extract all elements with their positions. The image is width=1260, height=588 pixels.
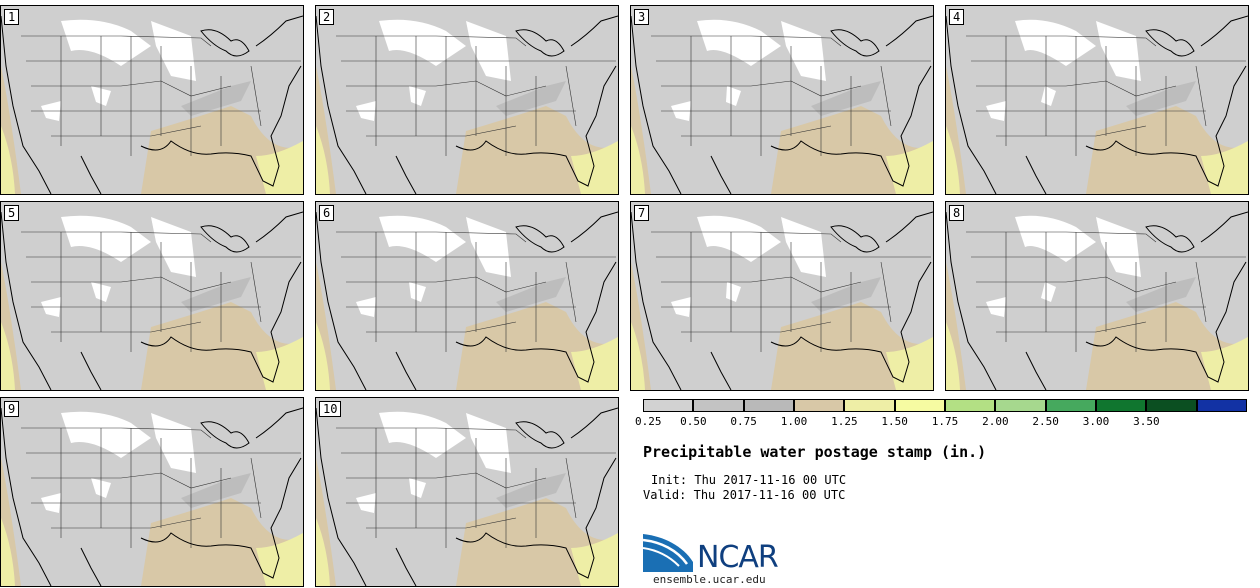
colorbar-segment (743, 399, 794, 412)
panel-number: 3 (634, 9, 650, 25)
panel-number: 1 (4, 9, 20, 25)
colorbar (643, 399, 1247, 412)
colorbar-tick-label: 2.00 (982, 415, 1009, 428)
map-panel-2: 2 (315, 5, 619, 195)
colorbar-tick-label: 1.25 (831, 415, 858, 428)
colorbar-segment (693, 399, 744, 412)
colorbar-segment (794, 399, 845, 412)
logo-url: ensemble.ucar.edu (653, 573, 766, 586)
precipitable-water-map (1, 6, 303, 194)
colorbar-segment (1196, 399, 1247, 412)
precipitable-water-map (631, 202, 933, 390)
colorbar-segment (945, 399, 996, 412)
panel-number: 10 (319, 401, 342, 417)
colorbar-segment (1045, 399, 1096, 412)
panel-number: 7 (634, 205, 650, 221)
panel-number: 2 (319, 9, 335, 25)
valid-label: Valid: (643, 488, 687, 502)
valid-value: Thu 2017-11-16 00 UTC (693, 488, 846, 502)
map-panel-4: 4 (945, 5, 1249, 195)
precipitable-water-map (316, 398, 618, 586)
ncar-logo-icon (643, 534, 693, 572)
init-label: Init: (651, 473, 688, 487)
init-line: Init: Thu 2017-11-16 00 UTC (651, 473, 846, 487)
panel-number: 5 (4, 205, 20, 221)
ncar-logo-text: NCAR (697, 540, 779, 575)
colorbar-segment (894, 399, 945, 412)
map-panel-3: 3 (630, 5, 934, 195)
colorbar-tick-label: 1.50 (881, 415, 908, 428)
colorbar-tick-label: 0.50 (680, 415, 707, 428)
precipitable-water-map (1, 398, 303, 586)
panel-number: 9 (4, 401, 20, 417)
map-panel-9: 9 (0, 397, 304, 587)
precipitable-water-map (946, 6, 1248, 194)
figure-title: Precipitable water postage stamp (in.) (643, 443, 987, 461)
map-panel-7: 7 (630, 201, 934, 391)
colorbar-tick-label: 1.00 (780, 415, 808, 428)
colorbar-tick-label: 1.75 (931, 415, 959, 428)
colorbar-segment (1096, 399, 1147, 412)
map-panel-1: 1 (0, 5, 304, 195)
panel-number: 6 (319, 205, 335, 221)
panel-number: 8 (949, 205, 965, 221)
colorbar-segment (643, 399, 694, 412)
colorbar-segment (995, 399, 1046, 412)
precipitable-water-map (946, 202, 1248, 390)
colorbar-tick-label: 3.00 (1082, 415, 1110, 428)
precipitable-water-map (316, 202, 618, 390)
valid-line: Valid: Thu 2017-11-16 00 UTC (643, 488, 845, 502)
panel-number: 4 (949, 9, 965, 25)
map-panel-10: 10 (315, 397, 619, 587)
init-value: Thu 2017-11-16 00 UTC (694, 473, 847, 487)
precipitable-water-map (631, 6, 933, 194)
colorbar-tick-label: 2.50 (1032, 415, 1059, 428)
precipitable-water-map (316, 6, 618, 194)
map-panel-5: 5 (0, 201, 304, 391)
colorbar-tick-label: 3.50 (1133, 415, 1160, 428)
map-panel-6: 6 (315, 201, 619, 391)
colorbar-tick-label: 0.75 (730, 415, 757, 428)
colorbar-tick-label: 0.25 (635, 415, 662, 428)
colorbar-segment (844, 399, 895, 412)
map-panel-8: 8 (945, 201, 1249, 391)
colorbar-segment (1146, 399, 1197, 412)
precipitable-water-map (1, 202, 303, 390)
